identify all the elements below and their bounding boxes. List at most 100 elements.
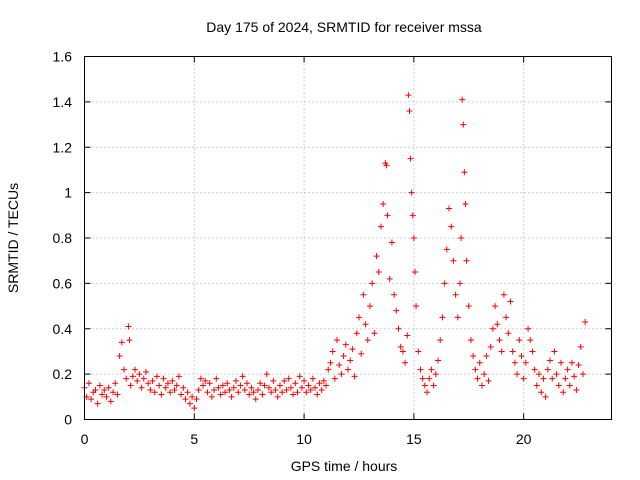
y-tick-label: 0 xyxy=(64,412,72,428)
data-point xyxy=(241,387,248,394)
data-point xyxy=(542,393,549,400)
data-point xyxy=(193,396,200,403)
data-point xyxy=(540,375,547,382)
data-point xyxy=(142,368,149,375)
data-point xyxy=(498,348,505,355)
data-point xyxy=(219,382,226,389)
data-point xyxy=(342,341,349,348)
data-point xyxy=(200,382,207,389)
data-point xyxy=(395,325,402,332)
data-point xyxy=(169,377,176,384)
data-point xyxy=(463,257,470,264)
data-point xyxy=(226,387,233,394)
data-point xyxy=(184,389,191,396)
data-point xyxy=(564,366,571,373)
data-point xyxy=(538,389,545,396)
data-point xyxy=(126,337,133,344)
data-point xyxy=(500,291,507,298)
data-point xyxy=(305,382,312,389)
data-point xyxy=(410,235,417,241)
data-point xyxy=(393,307,400,314)
data-point xyxy=(411,269,418,276)
y-tick-label: 0.8 xyxy=(53,230,73,246)
data-point xyxy=(281,377,288,384)
data-point xyxy=(233,377,240,384)
data-point xyxy=(312,384,319,391)
data-point xyxy=(103,393,110,400)
data-point xyxy=(151,389,158,396)
data-point xyxy=(353,330,360,337)
data-point xyxy=(243,380,250,387)
data-point xyxy=(191,405,198,412)
data-point xyxy=(182,396,189,403)
data-point xyxy=(441,280,448,287)
data-point xyxy=(380,200,387,207)
data-point xyxy=(303,389,310,396)
data-point xyxy=(318,387,325,394)
data-point xyxy=(145,380,152,387)
data-point xyxy=(329,348,336,355)
data-point xyxy=(437,337,444,344)
data-point xyxy=(261,382,268,389)
x-tick-label: 15 xyxy=(406,431,422,447)
data-point xyxy=(274,393,281,400)
data-point xyxy=(208,393,215,400)
data-point xyxy=(285,375,292,382)
data-point xyxy=(582,318,589,325)
data-point xyxy=(153,373,160,380)
y-tick-label: 0.6 xyxy=(53,275,73,291)
data-point xyxy=(96,382,103,389)
data-point xyxy=(88,396,95,403)
data-point xyxy=(529,348,536,355)
data-point xyxy=(164,380,171,387)
y-tick-label: 1 xyxy=(64,185,72,201)
data-point xyxy=(140,375,147,382)
data-point xyxy=(125,323,132,330)
data-point xyxy=(362,321,369,328)
data-point xyxy=(112,380,119,387)
data-point xyxy=(417,366,424,373)
data-point xyxy=(525,325,532,332)
data-point xyxy=(167,389,174,396)
data-point xyxy=(175,373,182,380)
data-point xyxy=(426,375,433,382)
data-point xyxy=(366,303,373,310)
data-point xyxy=(481,371,488,378)
data-point xyxy=(485,377,492,384)
x-tick-label: 20 xyxy=(516,431,532,447)
data-point xyxy=(409,212,416,219)
data-point xyxy=(573,387,580,394)
data-point xyxy=(340,352,347,359)
data-point xyxy=(443,246,450,253)
data-point xyxy=(99,391,106,398)
data-point xyxy=(118,339,125,346)
data-point xyxy=(399,348,406,355)
data-point xyxy=(180,384,187,391)
data-point xyxy=(397,343,404,350)
data-point xyxy=(472,366,479,373)
data-point xyxy=(248,384,255,391)
data-point xyxy=(292,380,299,387)
data-point xyxy=(575,362,582,369)
data-point xyxy=(505,330,512,337)
data-point xyxy=(450,257,457,264)
data-point xyxy=(213,375,220,382)
y-tick-label: 1.4 xyxy=(53,94,73,110)
data-point xyxy=(432,371,439,378)
data-point xyxy=(224,380,231,387)
data-point xyxy=(377,223,384,230)
data-point xyxy=(568,359,575,366)
data-point xyxy=(276,382,283,389)
data-point xyxy=(430,382,437,389)
data-point xyxy=(314,391,321,398)
y-tick-label: 1.2 xyxy=(53,139,73,155)
data-point xyxy=(454,314,461,321)
x-axis: 0 5 10 15 20 xyxy=(81,56,532,447)
data-point xyxy=(101,387,108,394)
data-point xyxy=(211,387,218,394)
data-point xyxy=(408,189,415,196)
data-point xyxy=(279,389,286,396)
data-point xyxy=(489,325,496,332)
